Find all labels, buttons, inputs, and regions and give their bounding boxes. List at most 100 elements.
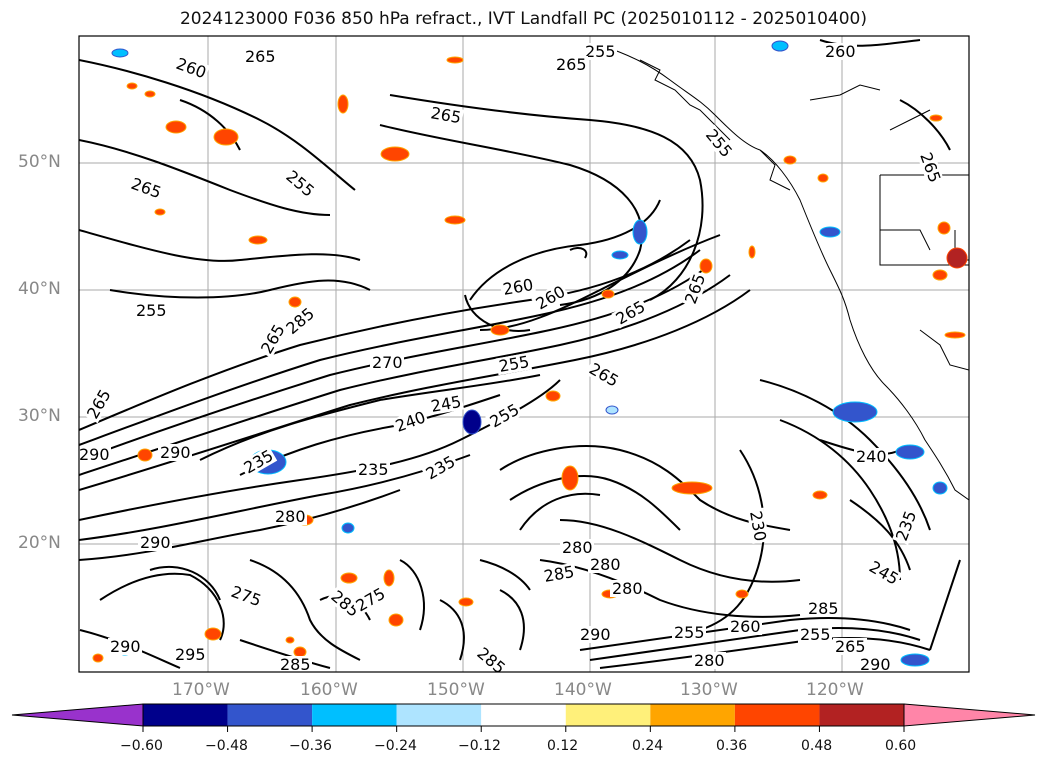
lat-label-30n: 30°N [18, 406, 61, 426]
contour-label-bg [472, 642, 510, 672]
contour-label-bg [499, 275, 537, 299]
colorbar-tick-label: 0.12 [547, 738, 579, 754]
contour-label-bg [485, 399, 524, 432]
colorbar-tick-label: −0.48 [205, 738, 248, 754]
contour-label-bg [610, 580, 644, 597]
contour-label-bg [540, 562, 578, 586]
contour-label-bg [273, 508, 307, 525]
colorbar-tick-label: 0.36 [716, 738, 748, 754]
contour-label-bg [256, 320, 289, 359]
colorbar-cell [481, 704, 566, 726]
lon-label-170w: 170°W [172, 680, 230, 700]
contour-label: 235 [358, 460, 389, 479]
contour-label: 260 [825, 42, 856, 61]
lon-label-120w: 120°W [806, 680, 864, 700]
contour-label-bg [531, 281, 570, 314]
contour-label-bg [278, 656, 312, 672]
contour-label-bg [495, 352, 533, 376]
contour-label: 290 [110, 637, 141, 656]
contour-label-bg [427, 392, 465, 416]
contour-label-bg [833, 638, 867, 655]
contour-label: 260 [730, 617, 761, 636]
colorbar-tick-label: −0.36 [289, 738, 332, 754]
lon-label-130w: 130°W [680, 680, 738, 700]
contour-label: 265 [835, 637, 866, 656]
contour-label-bg [138, 534, 172, 551]
contour-label-bg [798, 626, 832, 643]
colorbar-tick-label: −0.24 [374, 738, 417, 754]
lon-label-160w: 160°W [300, 680, 358, 700]
contour-label-bg [79, 446, 111, 463]
contour-label-bg [326, 585, 364, 621]
contour-label: 290 [860, 655, 891, 674]
contour-label-bg [370, 354, 404, 371]
contour-label: 255 [674, 623, 705, 642]
contour-label-bg [588, 556, 622, 573]
contour-label-bg [560, 539, 594, 556]
contour-label-bg [427, 103, 464, 127]
colorbar-cell [734, 704, 820, 726]
contour-label: 290 [160, 443, 191, 462]
contour-label: 290 [79, 445, 110, 464]
contour-label-bg [672, 624, 706, 641]
contour-label-bg [916, 148, 945, 187]
contour-label-bg [728, 618, 762, 635]
contour-label-bg [239, 445, 278, 478]
contour-label: 290 [140, 533, 171, 552]
contour-label: 280 [694, 651, 725, 670]
contour-label: 280 [590, 555, 621, 574]
contour-label: 255 [585, 42, 616, 61]
lat-label-20n: 20°N [18, 533, 61, 553]
contour-label-bg [281, 165, 319, 201]
contour-label-bg [127, 174, 165, 202]
contour-label-bg [243, 48, 277, 65]
contour-label-bg [854, 448, 888, 465]
contour-label-bg [351, 583, 390, 616]
contour-label-bg [158, 444, 192, 461]
colorbar-tick-label: 0.48 [801, 738, 833, 754]
contour-label: 280 [612, 579, 643, 598]
colorbar-tick-label: −0.60 [120, 738, 163, 754]
lon-label-150w: 150°W [427, 680, 485, 700]
contour-label: 290 [580, 625, 611, 644]
colorbar-cell [650, 704, 735, 726]
contour-label: 280 [275, 507, 306, 526]
contour-label-bg [892, 507, 920, 545]
colorbar-tick-label: 0.60 [885, 738, 917, 754]
colorbar [11, 703, 1036, 732]
colorbar-tick-marks [142, 726, 905, 732]
contour-label: 255 [800, 625, 831, 644]
colorbar-tick-label: −0.12 [458, 738, 501, 754]
contour-label-bg [611, 296, 650, 329]
contour-label-bg [391, 407, 430, 436]
contour-label-bg [864, 556, 903, 589]
contour-label-bg [692, 652, 726, 669]
colorbar-cell [143, 704, 228, 726]
contour-label-bg [173, 646, 207, 663]
lat-label-50n: 50°N [18, 152, 61, 172]
contour-label-bg [281, 303, 319, 339]
contour-label: 240 [856, 447, 887, 466]
lon-label-140w: 140°W [554, 680, 612, 700]
colorbar-cell [565, 704, 651, 726]
contour-label-bg [227, 582, 265, 610]
contour-label-bg [554, 56, 588, 73]
contour-label-bg [356, 461, 390, 478]
contour-label-bg [746, 507, 770, 545]
colorbar-extend-low [11, 703, 144, 727]
contour-label: 265 [556, 55, 587, 74]
contour-label-bg [134, 302, 168, 319]
contour-label-bg [172, 54, 210, 82]
colorbar-cell [819, 704, 904, 726]
contour-label-bg [858, 656, 892, 672]
contour-label: 280 [562, 538, 593, 557]
colorbar-cell [312, 704, 397, 726]
contour-label: 270 [372, 353, 403, 372]
contour-label-bg [108, 638, 142, 655]
map-title: 2024123000 F036 850 hPa refract., IVT La… [179, 9, 867, 29]
contour-label-bg [421, 451, 460, 484]
contour-label: 285 [808, 599, 839, 618]
